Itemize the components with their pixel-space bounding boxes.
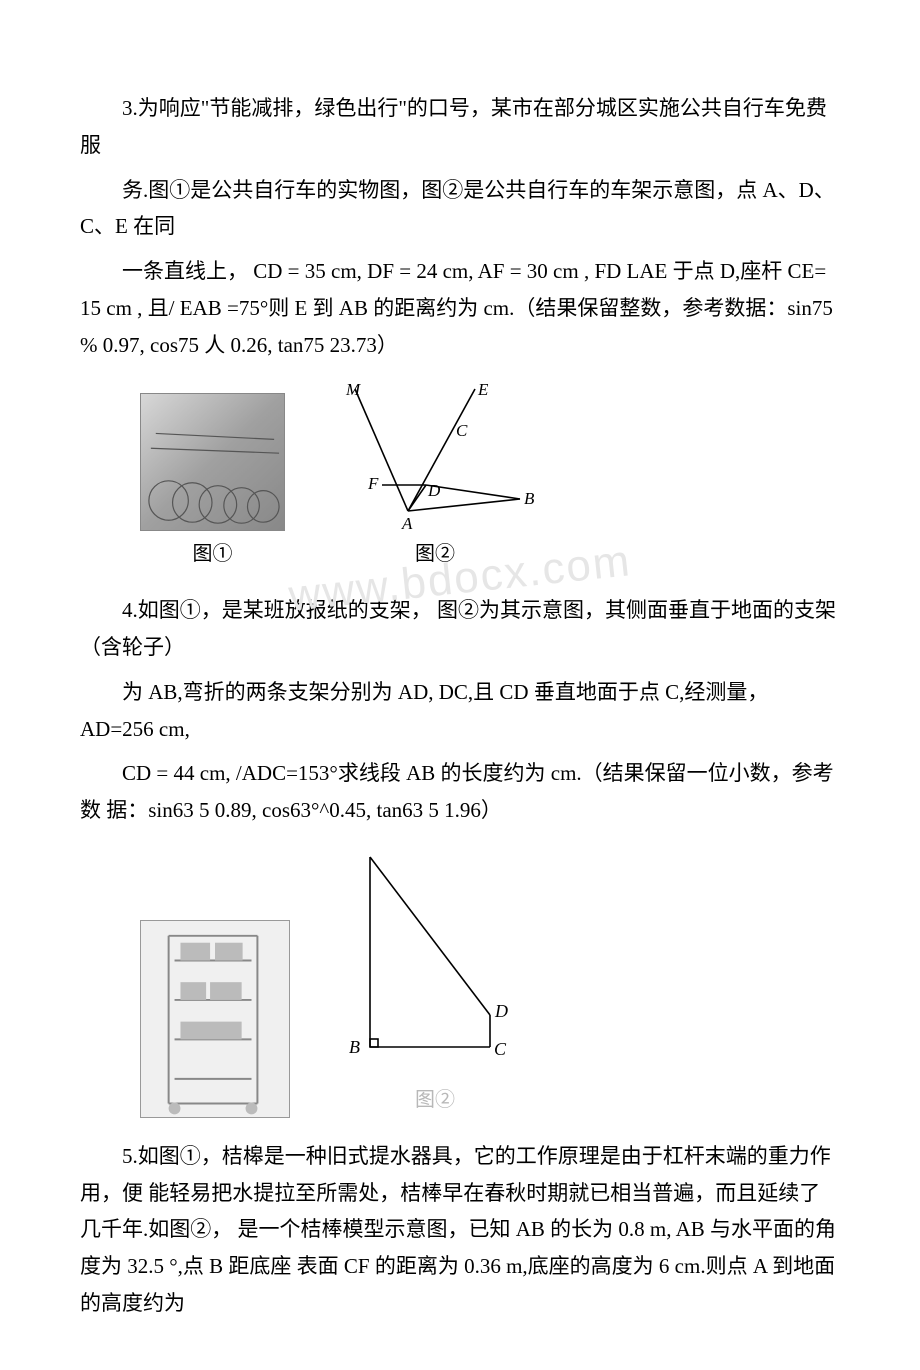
pt2-D: D bbox=[494, 1001, 508, 1021]
p3-photo-wrap: 图① bbox=[140, 393, 285, 572]
p4-diagram-svg: B C D bbox=[335, 847, 535, 1077]
pt2-B: B bbox=[349, 1037, 360, 1057]
p3-figure-row: 图① M E C F D A B 图② bbox=[140, 381, 840, 572]
p3-photo bbox=[140, 393, 285, 531]
p4-photo-wrap bbox=[140, 920, 290, 1118]
p4-photo bbox=[140, 920, 290, 1118]
pt-C: C bbox=[456, 421, 468, 440]
p4-diagram-wrap: B C D 图② bbox=[335, 847, 535, 1118]
pt2-C: C bbox=[494, 1039, 507, 1059]
p3-fig1-label: 图① bbox=[193, 537, 233, 572]
pt-D: D bbox=[427, 481, 441, 500]
pt-B: B bbox=[524, 489, 535, 508]
pt-E: E bbox=[477, 381, 489, 399]
p3-line3: 一条直线上， CD = 35 cm, DF = 24 cm, AF = 30 c… bbox=[80, 253, 840, 363]
p3-fig2-label: 图② bbox=[415, 537, 455, 572]
p5-line1: 5.如图①，桔槔是一种旧式提水器具，它的工作原理是由于杠杆末端的重力作用，便 能… bbox=[80, 1138, 840, 1322]
p3-line2: 务.图①是公共自行车的实物图，图②是公共自行车的车架示意图，点 A、D、C、E … bbox=[80, 172, 840, 246]
p3-diagram-wrap: M E C F D A B 图② bbox=[330, 381, 540, 572]
p4-fig2-label: 图② bbox=[415, 1083, 455, 1118]
p3-diagram-svg: M E C F D A B bbox=[330, 381, 540, 531]
p3-line1: 3.为响应"节能减排，绿色出行"的口号，某市在部分城区实施公共自行车免费服 bbox=[80, 90, 840, 164]
p4-figure-row: B C D 图② bbox=[140, 847, 840, 1118]
pt-F: F bbox=[367, 474, 379, 493]
bike-photo-svg bbox=[141, 394, 284, 530]
pt-A: A bbox=[401, 514, 413, 531]
pt-M: M bbox=[345, 381, 361, 399]
p4-line1: 4.如图①，是某班放报纸的支架， 图②为其示意图，其侧面垂直于地面的支架（含轮子… bbox=[80, 592, 840, 666]
p4-line2: 为 AB,弯折的两条支架分别为 AD, DC,且 CD 垂直地面于点 C,经测量… bbox=[80, 674, 840, 748]
rack-photo-svg bbox=[141, 921, 289, 1116]
p4-line3: CD = 44 cm, /ADC=153°求线段 AB 的长度约为 cm.（结果… bbox=[80, 755, 840, 829]
